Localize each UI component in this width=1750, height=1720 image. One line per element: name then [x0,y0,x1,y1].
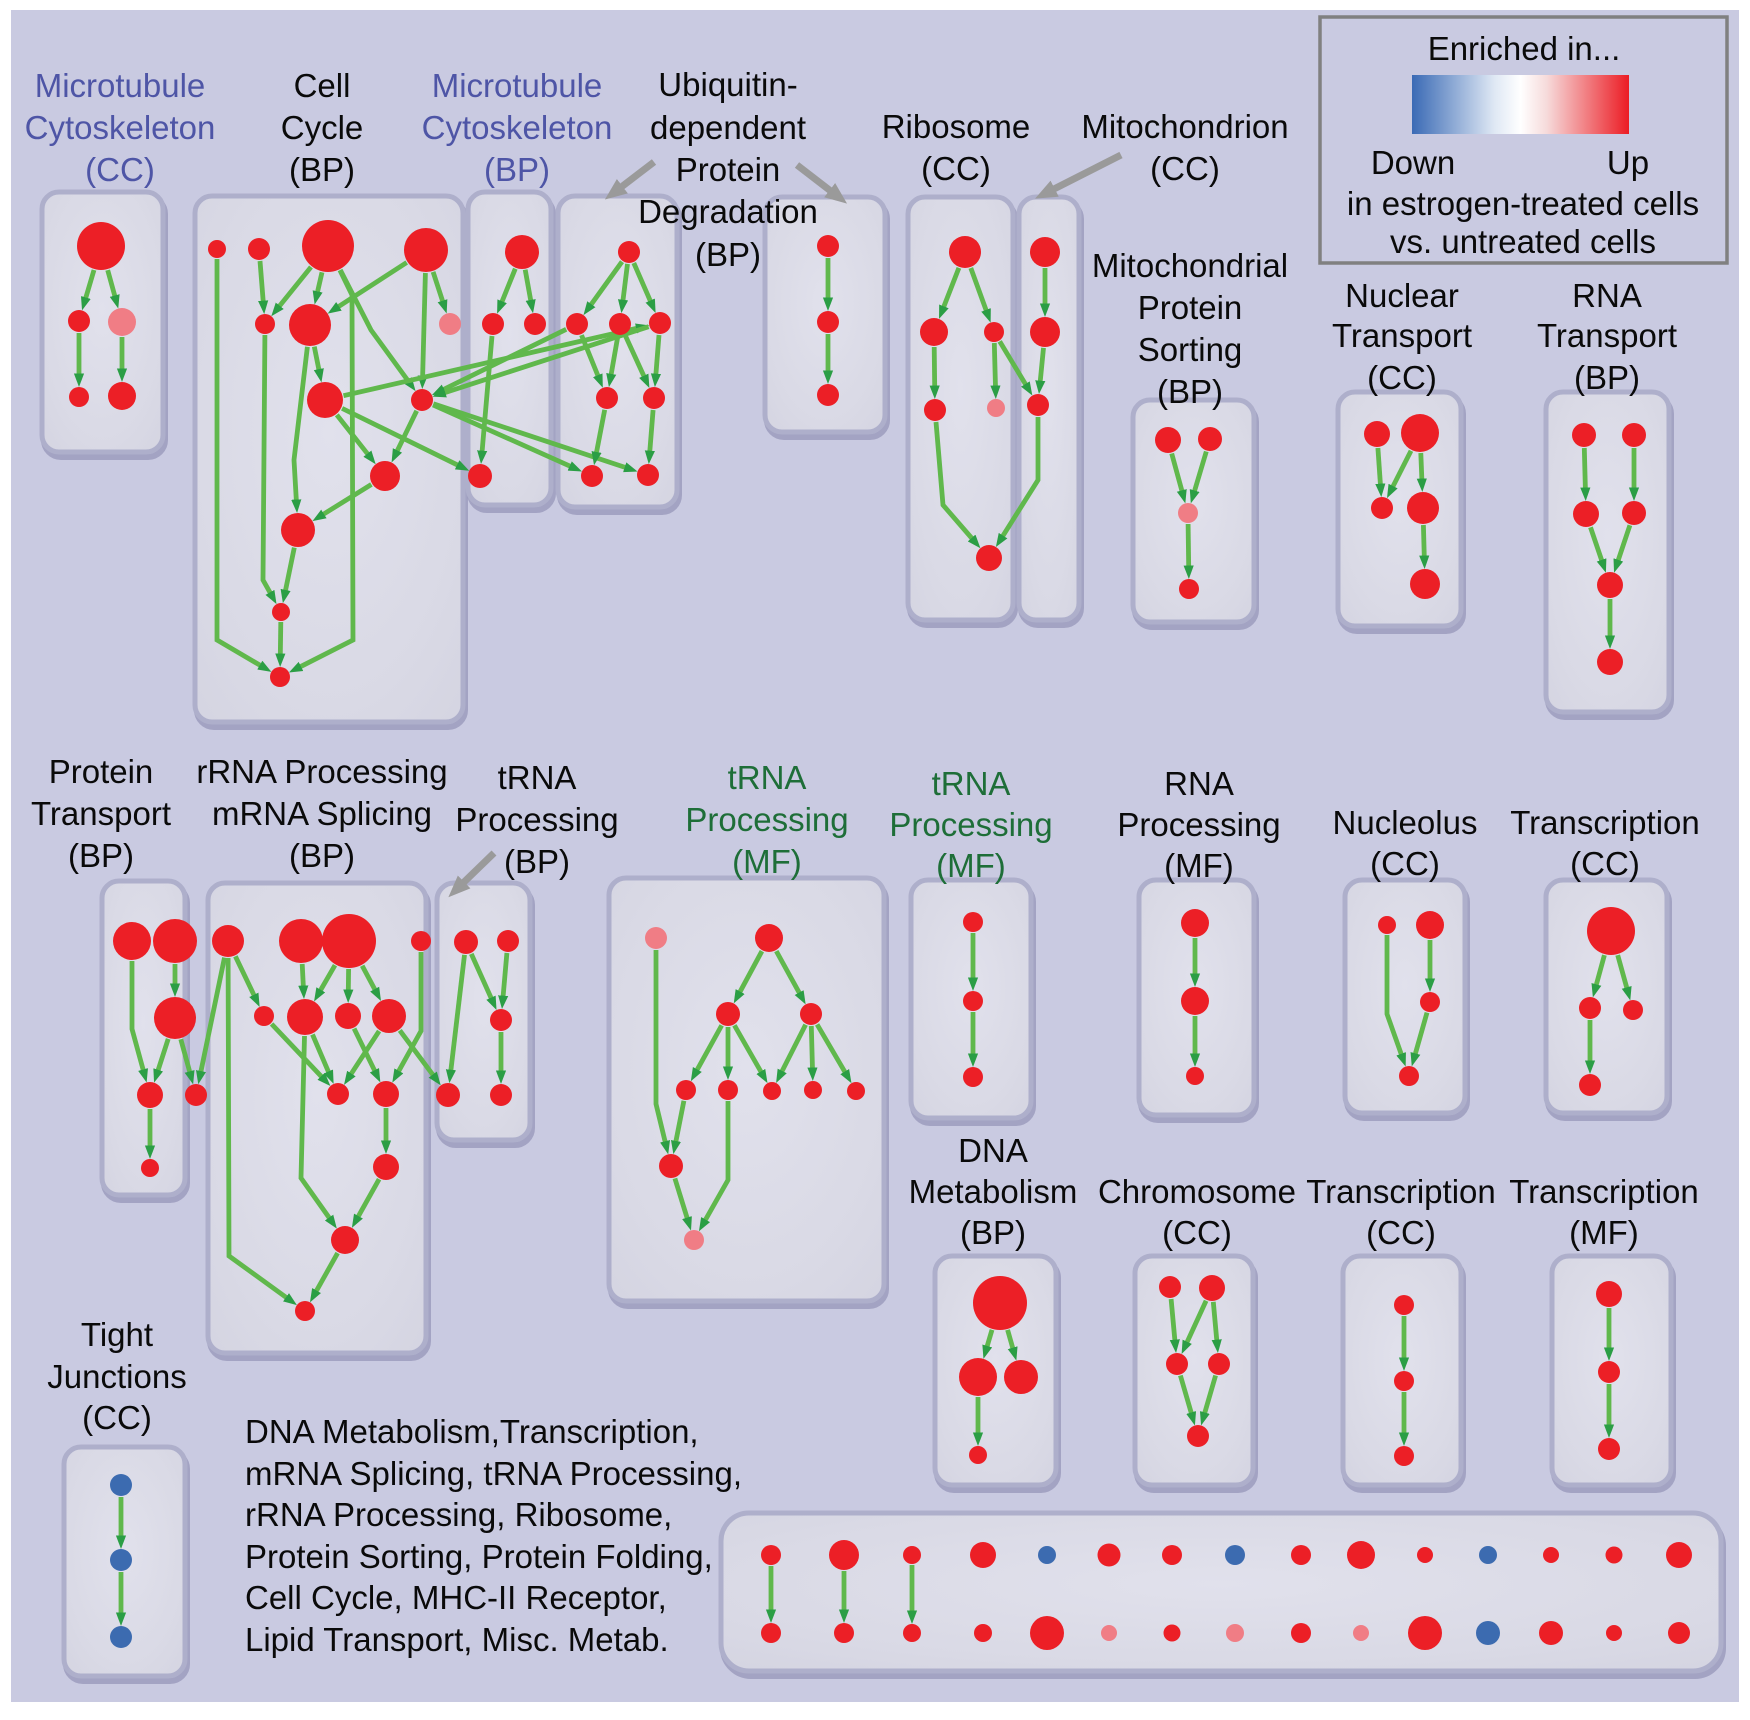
svg-text:(BP): (BP) [1157,373,1223,410]
svg-text:(BP): (BP) [289,151,355,188]
svg-text:Ubiquitin-: Ubiquitin- [658,66,797,103]
svg-text:(CC): (CC) [85,151,155,188]
svg-text:Ribosome: Ribosome [882,108,1031,145]
svg-text:mRNA Splicing: mRNA Splicing [212,795,432,832]
svg-text:(CC): (CC) [1162,1214,1232,1251]
svg-text:Transcription: Transcription [1509,1173,1699,1210]
svg-text:(CC): (CC) [921,150,991,187]
svg-text:Cytoskeleton: Cytoskeleton [422,109,613,146]
svg-text:Protein: Protein [1138,289,1243,326]
svg-text:tRNA: tRNA [498,759,577,796]
svg-text:Cytoskeleton: Cytoskeleton [25,109,216,146]
svg-text:Enriched in...: Enriched in... [1428,30,1621,67]
svg-text:Protein: Protein [676,151,781,188]
svg-text:Transcription: Transcription [1510,804,1700,841]
svg-text:Transport: Transport [1537,317,1677,354]
svg-text:(BP): (BP) [695,236,761,273]
svg-text:Microtubule: Microtubule [432,67,603,104]
svg-text:Lipid Transport, Misc. Metab.: Lipid Transport, Misc. Metab. [245,1621,669,1658]
svg-text:Protein: Protein [49,753,154,790]
svg-text:rRNA Processing: rRNA Processing [196,753,447,790]
svg-text:(CC): (CC) [1370,845,1440,882]
svg-text:Processing: Processing [455,801,618,838]
svg-text:(BP): (BP) [1574,359,1640,396]
svg-text:(BP): (BP) [484,151,550,188]
svg-text:dependent: dependent [650,109,806,146]
svg-text:in estrogen-treated cells: in estrogen-treated cells [1347,185,1699,222]
svg-text:(BP): (BP) [504,843,570,880]
svg-text:(MF): (MF) [936,847,1006,884]
svg-text:Nuclear: Nuclear [1345,277,1459,314]
svg-text:tRNA: tRNA [728,759,807,796]
svg-text:(CC): (CC) [1150,150,1220,187]
svg-text:Mitochondrion: Mitochondrion [1081,108,1288,145]
svg-text:Nucleolus: Nucleolus [1333,804,1478,841]
svg-text:Chromosome: Chromosome [1098,1173,1296,1210]
svg-text:Tight: Tight [81,1316,153,1353]
svg-text:vs. untreated cells: vs. untreated cells [1390,223,1656,260]
svg-text:Transport: Transport [1332,317,1472,354]
svg-text:DNA Metabolism,Transcription,: DNA Metabolism,Transcription, [245,1413,699,1450]
svg-text:Cell Cycle, MHC-II Receptor,: Cell Cycle, MHC-II Receptor, [245,1579,667,1616]
svg-text:Junctions: Junctions [47,1358,186,1395]
svg-text:Degradation: Degradation [638,193,818,230]
svg-text:Metabolism: Metabolism [909,1173,1078,1210]
svg-text:(CC): (CC) [1570,845,1640,882]
svg-text:Transport: Transport [31,795,171,832]
svg-text:Protein Sorting, Protein Foldi: Protein Sorting, Protein Folding, [245,1538,713,1575]
svg-text:(CC): (CC) [1366,1214,1436,1251]
svg-text:rRNA Processing, Ribosome,: rRNA Processing, Ribosome, [245,1496,672,1533]
svg-text:(BP): (BP) [960,1214,1026,1251]
svg-text:Transcription: Transcription [1306,1173,1496,1210]
svg-text:tRNA: tRNA [932,765,1011,802]
svg-text:Cycle: Cycle [281,109,364,146]
svg-text:RNA: RNA [1164,765,1234,802]
svg-text:Sorting: Sorting [1138,331,1243,368]
svg-text:Down: Down [1371,144,1455,181]
svg-text:(BP): (BP) [289,837,355,874]
svg-text:Cell: Cell [294,67,351,104]
svg-text:Up: Up [1607,144,1649,181]
svg-text:Mitochondrial: Mitochondrial [1092,247,1288,284]
svg-text:RNA: RNA [1572,277,1642,314]
svg-text:(CC): (CC) [1367,359,1437,396]
svg-text:(CC): (CC) [82,1399,152,1436]
svg-text:(BP): (BP) [68,837,134,874]
svg-text:Processing: Processing [685,801,848,838]
svg-text:Processing: Processing [1117,806,1280,843]
svg-text:(MF): (MF) [732,843,802,880]
svg-text:(MF): (MF) [1569,1214,1639,1251]
svg-text:Microtubule: Microtubule [35,67,206,104]
svg-text:(MF): (MF) [1164,847,1234,884]
svg-text:Processing: Processing [889,806,1052,843]
svg-text:mRNA Splicing, tRNA Processing: mRNA Splicing, tRNA Processing, [245,1455,742,1492]
svg-text:DNA: DNA [958,1132,1028,1169]
